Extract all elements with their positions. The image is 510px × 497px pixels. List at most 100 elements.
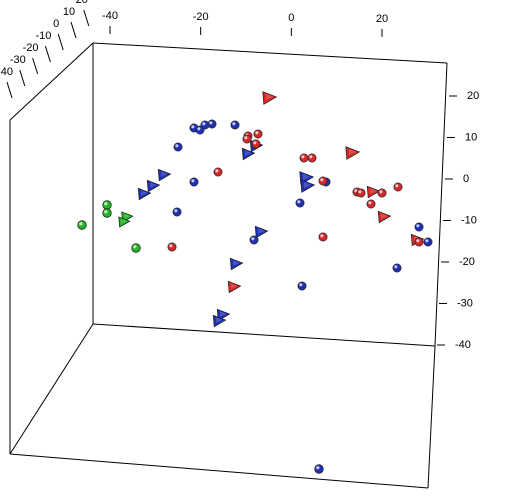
- data-point-red-sphere-highlight: [416, 239, 420, 243]
- data-point-red: [356, 188, 366, 198]
- data-point-red: [227, 280, 242, 294]
- data-point-blue: [295, 198, 305, 208]
- data-point-blue-sphere-highlight: [209, 121, 213, 125]
- data-point-blue: [212, 314, 227, 328]
- data-point-blue-cone-shade: [245, 150, 252, 156]
- top_axis-tick-label: 0: [288, 12, 294, 24]
- data-point-red: [345, 146, 361, 160]
- data-point-blue-sphere: [414, 222, 424, 232]
- data-point-red: [251, 139, 261, 149]
- data-point-blue-cone-shade: [303, 181, 312, 189]
- data-point-red-sphere-highlight: [215, 169, 219, 173]
- chart-bounding-box: [9, 42, 448, 489]
- data-point-red: [377, 210, 392, 224]
- left_axis-tick: [57, 33, 64, 51]
- box-front-right-edge: [427, 345, 436, 489]
- data-point-red-sphere-highlight: [169, 244, 173, 248]
- data-point-blue: [137, 187, 152, 201]
- data-point-blue-sphere: [230, 120, 240, 130]
- data-point-red-sphere: [366, 199, 376, 209]
- data-point-red: [366, 185, 381, 199]
- data-point-blue: [314, 464, 324, 474]
- data-point-green: [102, 200, 112, 210]
- data-point-blue-sphere-highlight: [191, 125, 195, 129]
- right_axis-tick-label: 10: [465, 131, 477, 143]
- data-point-red-cone-shade: [231, 283, 238, 289]
- left_axis-tick: [83, 9, 90, 27]
- data-point-blue-cone: [157, 168, 172, 182]
- data-point-blue-cone-shade: [302, 173, 311, 181]
- data-point-blue-sphere-highlight: [232, 122, 236, 126]
- right_axis-tick-label: -10: [461, 214, 477, 226]
- data-point-blue-cone: [212, 314, 227, 328]
- data-point-blue: [157, 168, 172, 182]
- data-point-red-sphere-highlight: [379, 190, 383, 194]
- data-point-red-cone: [227, 280, 242, 294]
- data-point-blue: [423, 237, 433, 247]
- box-top-left-edge: [9, 42, 94, 121]
- data-point-blue: [229, 257, 244, 271]
- data-point-blue-sphere: [423, 237, 433, 247]
- left_axis-tick: [44, 45, 51, 63]
- top_axis-tick-label: -40: [102, 10, 118, 22]
- data-point-green-cone-shade: [121, 218, 128, 224]
- data-point-blue-sphere: [249, 235, 259, 245]
- data-point-red-sphere-highlight: [354, 189, 358, 193]
- data-point-green: [102, 208, 112, 218]
- data-point-red-cone: [366, 185, 381, 199]
- data-point-blue-sphere-highlight: [174, 209, 178, 213]
- data-point-blue-sphere-highlight: [394, 265, 398, 269]
- data-point-blue: [207, 119, 217, 129]
- data-point-red-cone-shade: [348, 148, 357, 156]
- box-bottom-back-edge: [92, 323, 436, 347]
- data-point-red-cone: [262, 91, 278, 105]
- data-point-green: [131, 243, 141, 253]
- data-point-red-sphere-highlight: [301, 155, 305, 159]
- data-point-red-sphere-highlight: [395, 184, 399, 188]
- data-point-blue: [230, 120, 240, 130]
- left_axis-tick-label: -20: [23, 42, 39, 54]
- data-point-blue: [249, 235, 259, 245]
- data-point-blue-sphere-highlight: [297, 200, 301, 204]
- data-point-blue-sphere: [295, 198, 305, 208]
- data-point-green-sphere-highlight: [79, 222, 83, 226]
- data-point-red: [377, 188, 387, 198]
- data-point-blue: [189, 177, 199, 187]
- data-point-red-sphere: [253, 129, 263, 139]
- data-point-blue-cone: [137, 187, 152, 201]
- data-point-blue-cone-shade: [258, 228, 265, 234]
- data-point-blue-cone-shade: [161, 171, 168, 177]
- data-point-blue-sphere-highlight: [175, 144, 179, 148]
- data-point-blue-sphere-highlight: [299, 283, 303, 287]
- data-point-blue-sphere: [173, 142, 183, 152]
- right_axis-tick-label: -30: [457, 297, 473, 309]
- data-point-red-cone: [377, 210, 392, 224]
- data-point-green-sphere-highlight: [133, 245, 137, 249]
- data-point-blue-cone: [254, 225, 269, 239]
- data-point-green-sphere: [131, 243, 141, 253]
- data-point-green-cone-shade: [124, 213, 131, 219]
- data-point-red-cone-shade: [265, 93, 274, 101]
- data-point-red: [213, 167, 223, 177]
- data-point-blue-sphere-highlight: [202, 122, 206, 126]
- box-top-back-edge: [92, 42, 448, 64]
- data-point-red: [299, 153, 309, 163]
- data-point-green-cone: [118, 216, 131, 228]
- top_axis-tick-label: -20: [193, 11, 209, 23]
- data-point-blue-cone: [300, 179, 316, 193]
- data-point-blue-sphere-highlight: [425, 239, 429, 243]
- data-point-red-sphere: [356, 188, 366, 198]
- right_axis-tick-label: -40: [455, 339, 471, 351]
- data-point-blue: [297, 281, 307, 291]
- data-point-red-sphere-highlight: [358, 190, 362, 194]
- data-point-red-sphere-highlight: [309, 155, 313, 159]
- data-point-red-cone-shade: [370, 188, 377, 194]
- data-point-blue: [254, 225, 269, 239]
- right_axis-tick-label: 20: [467, 90, 479, 102]
- top_axis-tick-label: 20: [376, 13, 388, 25]
- data-point-red: [262, 91, 278, 105]
- data-point-red: [318, 176, 328, 186]
- left_axis-tick-label: -40: [0, 66, 13, 78]
- data-point-red-sphere: [167, 242, 177, 252]
